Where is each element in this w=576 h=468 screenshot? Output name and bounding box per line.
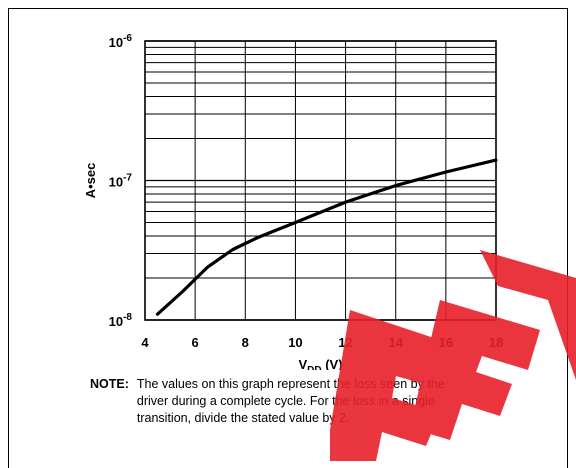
figure-frame: [8, 8, 568, 468]
chart: 4 6 8 10 12 14 16 18 10-8 10-7 10-6 A•sec VDD (V): [83, 33, 503, 370]
x-axis-label: VDD (V): [298, 357, 342, 370]
note-label: NOTE:: [90, 377, 129, 391]
y-tick-label: 10-7: [109, 173, 133, 190]
grid: [145, 40, 496, 321]
series-layer: [155, 158, 498, 316]
y-tick-label: 10-6: [109, 33, 133, 50]
y-tick-label: 10-8: [109, 312, 133, 329]
x-tick-label: 4: [141, 335, 149, 350]
x-tick-label: 18: [489, 335, 503, 350]
x-tick-label: 16: [439, 335, 453, 350]
x-tick-label: 6: [192, 335, 199, 350]
x-tick-label: 12: [338, 335, 352, 350]
axes: [144, 40, 497, 321]
x-tick-label: 8: [242, 335, 249, 350]
y-axis-label: A•sec: [83, 163, 98, 199]
x-tick-label: 10: [288, 335, 302, 350]
plot-border: [144, 40, 497, 321]
note-text: The values on this graph represent the l…: [136, 377, 445, 425]
series-line: [155, 158, 498, 316]
note: NOTE: The values on this graph represent…: [90, 376, 530, 427]
x-tick-label: 14: [388, 335, 403, 350]
